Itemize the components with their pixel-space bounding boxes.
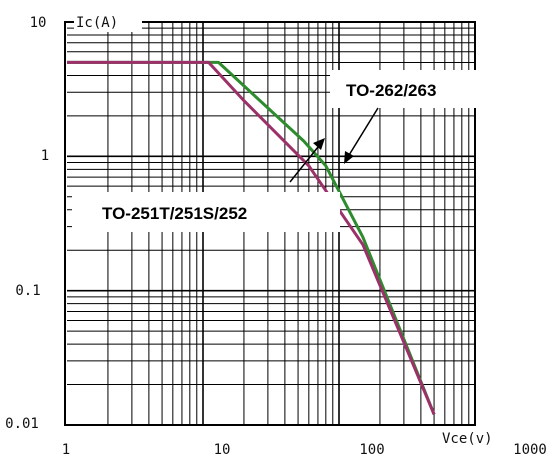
y-axis-label-bg — [74, 12, 142, 32]
y-tick-1: 1 — [41, 148, 49, 164]
y-axis-label: Ic(A) — [76, 15, 118, 31]
x-tick-1: 1 — [62, 442, 70, 458]
y-tick-10: 10 — [30, 15, 47, 31]
y-tick-0.01: 0.01 — [5, 416, 39, 432]
callout-to251: TO-251T/251S/252 — [102, 204, 247, 223]
arrow-line-to251 — [289, 141, 323, 183]
callout-box-to251 — [72, 192, 340, 232]
callout-box-to262 — [330, 70, 500, 108]
x-tick-1000: 1000 — [513, 442, 547, 458]
arrow-head-to262 — [344, 151, 354, 164]
series-layer — [67, 60, 436, 415]
y-tick-0.1: 0.1 — [15, 283, 40, 299]
arrow-head-to251 — [313, 138, 325, 150]
x-axis-label: Vce(v) — [442, 431, 493, 447]
x-tick-100: 100 — [359, 442, 384, 458]
callout-to262: TO-262/263 — [346, 81, 436, 100]
series-line-1 — [67, 60, 436, 415]
x-axis-label-bg — [440, 428, 510, 448]
plot-frame — [64, 21, 476, 426]
arrow-line-to262 — [345, 107, 379, 161]
x-tick-10: 10 — [214, 442, 231, 458]
